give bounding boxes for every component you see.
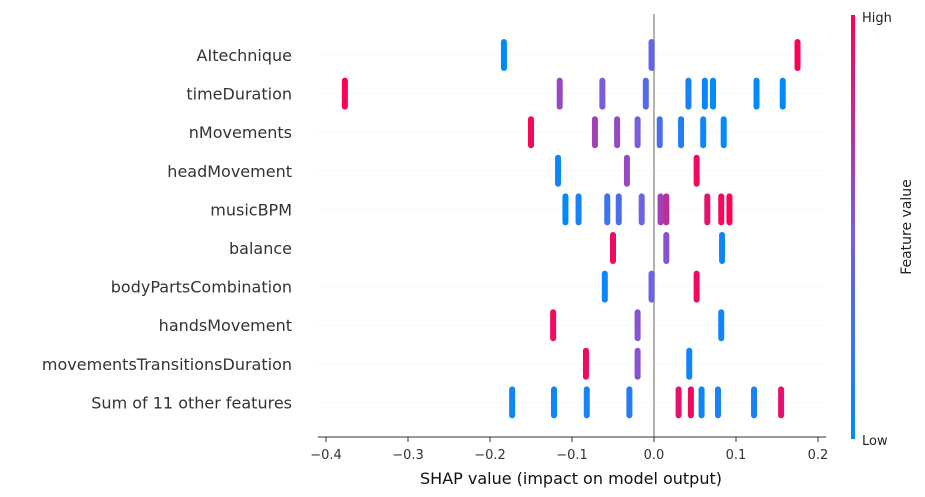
feature-labels: AItechnique timeDuration nMovements headMov… — [42, 46, 292, 412]
feature-label: balance — [229, 239, 292, 258]
shap-point — [601, 270, 608, 303]
shap-point — [663, 193, 670, 226]
shap-point — [626, 386, 633, 419]
shap-point — [720, 116, 727, 149]
shap-point — [555, 154, 562, 187]
shap-point — [779, 77, 786, 110]
colorbar-gradient — [851, 15, 855, 439]
shap-point — [753, 77, 760, 110]
shap-point — [648, 270, 655, 303]
feature-row — [500, 39, 801, 71]
shap-point — [701, 77, 708, 110]
shap-point — [693, 154, 700, 187]
feature-row — [610, 232, 726, 264]
colorbar-title: Feature value — [899, 179, 915, 275]
shap-point — [685, 77, 692, 110]
x-ticks: −0.4 −0.3 −0.2 −0.1 0.0 0.1 0.2 — [310, 437, 828, 463]
x-axis-title: SHAP value (impact on model output) — [420, 469, 722, 488]
shap-point — [678, 116, 685, 149]
x-tick-label: −0.3 — [392, 448, 424, 463]
shap-point — [583, 386, 590, 419]
feature-row — [341, 77, 786, 110]
shap-point — [698, 386, 705, 419]
feature-label: timeDuration — [186, 85, 292, 104]
shap-point — [610, 232, 616, 264]
shap-point — [556, 77, 563, 110]
x-tick-label: −0.1 — [556, 448, 588, 463]
shap-point — [582, 347, 589, 380]
feature-label: movementsTransitionsDuration — [42, 355, 292, 374]
shap-point — [714, 386, 721, 419]
shap-point — [675, 386, 682, 419]
feature-row — [509, 386, 785, 419]
x-tick-label: 0.0 — [644, 448, 665, 463]
shap-point — [575, 193, 582, 226]
feature-row — [582, 347, 693, 380]
feature-row — [550, 309, 725, 342]
shap-point — [528, 116, 534, 149]
feature-label: Sum of 11 other features — [91, 393, 292, 412]
shap-point — [623, 154, 630, 187]
feature-row — [528, 116, 727, 149]
shap-point — [591, 116, 598, 149]
x-axis: −0.4 −0.3 −0.2 −0.1 0.0 0.1 0.2 SHAP value (im… — [310, 436, 828, 488]
feature-label: AItechnique — [197, 46, 292, 65]
feature-row — [555, 154, 700, 187]
shap-point — [700, 116, 707, 149]
shap-point — [719, 232, 726, 264]
feature-label: musicBPM — [210, 200, 292, 219]
shap-point — [642, 77, 649, 110]
shap-point — [663, 232, 670, 264]
shap-point — [604, 193, 611, 226]
shap-point — [693, 270, 700, 303]
shap-point — [599, 77, 606, 110]
shap-point — [634, 347, 641, 380]
shap-point — [500, 39, 507, 71]
shap-point — [704, 193, 711, 226]
feature-label: headMovement — [167, 162, 292, 181]
feature-label: handsMovement — [159, 316, 292, 335]
shap-point — [648, 39, 655, 71]
shap-point — [718, 309, 725, 342]
feature-label: nMovements — [189, 123, 292, 142]
feature-row — [601, 270, 700, 303]
shap-point — [615, 193, 622, 226]
x-tick-label: 0.1 — [726, 448, 747, 463]
shap-point — [657, 193, 664, 226]
shap-point — [687, 386, 694, 419]
shap-point — [778, 386, 785, 419]
shap-point — [614, 116, 621, 149]
shap-point — [751, 386, 758, 419]
shap-point — [562, 193, 569, 226]
x-tick-label: −0.2 — [474, 448, 506, 463]
shap-point — [341, 77, 348, 110]
shap-point — [550, 386, 557, 419]
shap-point — [638, 193, 645, 226]
x-tick-label: −0.4 — [310, 448, 342, 463]
feature-label: bodyPartsCombination — [111, 278, 292, 297]
points-layer — [341, 39, 801, 419]
shap-point — [634, 116, 641, 149]
shap-point — [634, 309, 641, 342]
feature-row — [562, 193, 733, 226]
shap-point — [686, 347, 693, 380]
colorbar-low-label: Low — [862, 434, 888, 449]
colorbar: High Low Feature value — [851, 11, 915, 449]
shap-point — [509, 386, 516, 419]
shap-point — [550, 309, 557, 342]
shap-point — [710, 77, 717, 110]
grid-lines — [317, 54, 827, 403]
x-tick-label: 0.2 — [808, 448, 829, 463]
colorbar-high-label: High — [862, 11, 892, 26]
shap-point — [718, 193, 725, 226]
shap-point — [794, 39, 801, 71]
shap-point — [726, 193, 733, 226]
shap-point — [656, 116, 663, 149]
